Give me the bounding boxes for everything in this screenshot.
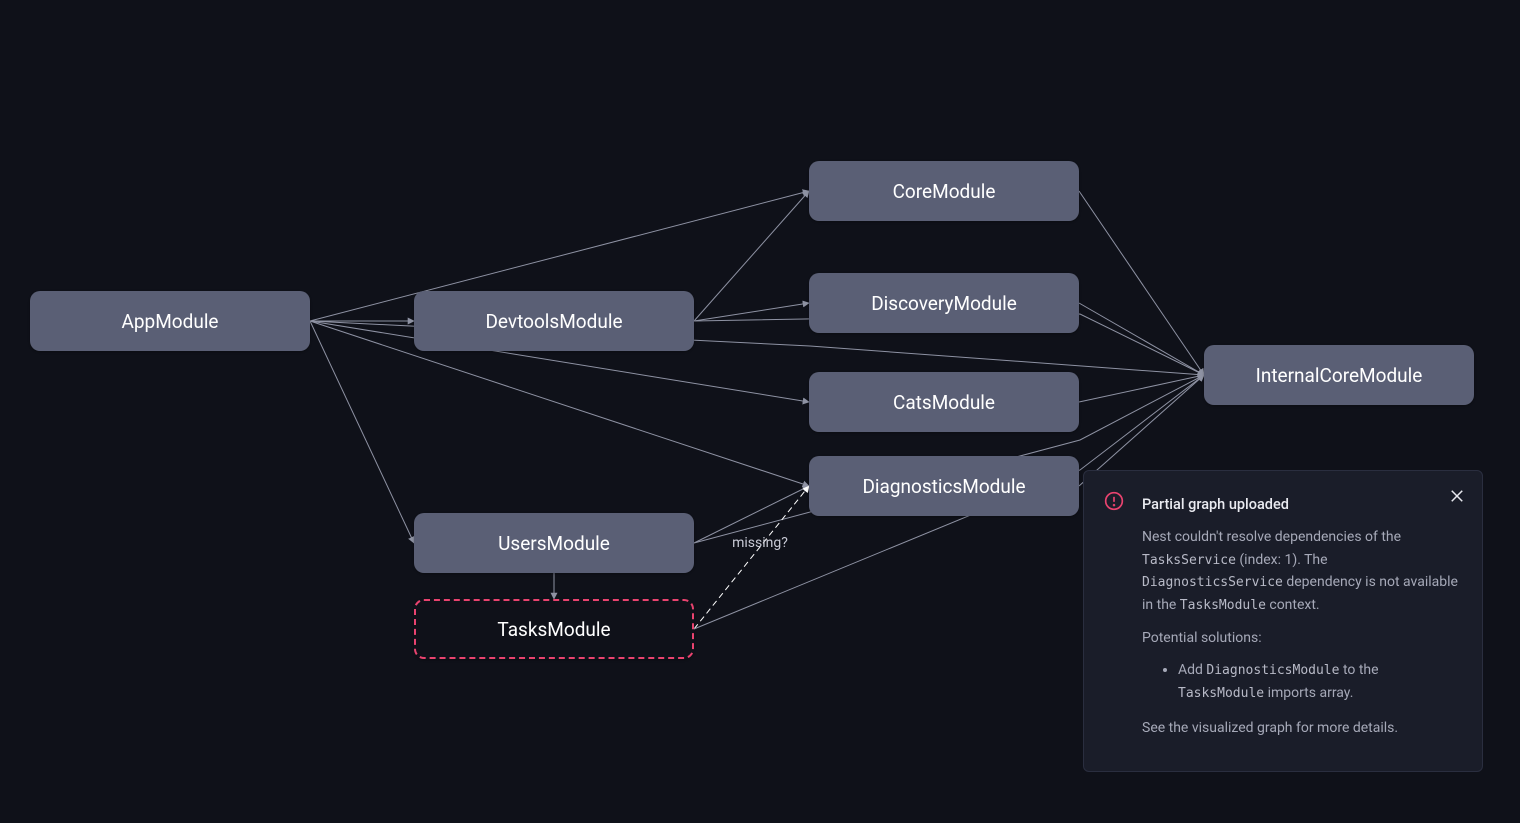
toast-solution-item: Add DiagnosticsModule to the TasksModule…	[1178, 659, 1460, 705]
toast-body: Nest couldn't resolve dependencies of th…	[1142, 526, 1460, 617]
error-toast: Partial graph uploaded Nest couldn't res…	[1083, 470, 1483, 772]
edge-devtools-core	[694, 191, 809, 321]
code-token: TasksModule	[1180, 598, 1266, 613]
code-token: DiagnosticsService	[1142, 575, 1283, 590]
toast-solutions-label: Potential solutions:	[1142, 627, 1460, 649]
node-label: DiagnosticsModule	[862, 475, 1025, 498]
node-label: DevtoolsModule	[485, 310, 622, 333]
toast-footer: See the visualized graph for more detail…	[1142, 717, 1460, 739]
node-label: DiscoveryModule	[871, 292, 1017, 315]
edge-devtools-discovery	[694, 303, 809, 321]
node-internalcore[interactable]: InternalCoreModule	[1204, 345, 1474, 405]
code-token: DiagnosticsModule	[1206, 663, 1339, 678]
edge-tasks-diagnostics	[694, 486, 809, 629]
edge-discovery-internalcore	[1079, 303, 1204, 375]
node-core[interactable]: CoreModule	[809, 161, 1079, 221]
node-app[interactable]: AppModule	[30, 291, 310, 351]
node-tasks[interactable]: TasksModule	[414, 599, 694, 659]
code-token: TasksService	[1142, 553, 1236, 568]
node-devtools[interactable]: DevtoolsModule	[414, 291, 694, 351]
node-label: CoreModule	[893, 180, 996, 203]
node-users[interactable]: UsersModule	[414, 513, 694, 573]
edge-core-internalcore	[1079, 191, 1204, 375]
alert-circle-icon	[1104, 491, 1124, 511]
node-discovery[interactable]: DiscoveryModule	[809, 273, 1079, 333]
edge-label: missing?	[732, 535, 788, 551]
toast-solutions-list: Add DiagnosticsModule to the TasksModule…	[1178, 659, 1460, 705]
node-label: CatsModule	[893, 391, 995, 414]
node-label: InternalCoreModule	[1256, 364, 1423, 387]
toast-title: Partial graph uploaded	[1142, 493, 1460, 516]
node-label: TasksModule	[497, 618, 610, 641]
edge-app-users	[310, 321, 414, 543]
close-icon[interactable]	[1448, 487, 1466, 505]
node-label: UsersModule	[498, 532, 610, 555]
node-cats[interactable]: CatsModule	[809, 372, 1079, 432]
code-token: TasksModule	[1178, 686, 1264, 701]
node-label: AppModule	[121, 310, 218, 333]
node-diagnostics[interactable]: DiagnosticsModule	[809, 456, 1079, 516]
edge-cats-internalcore	[1079, 375, 1204, 402]
